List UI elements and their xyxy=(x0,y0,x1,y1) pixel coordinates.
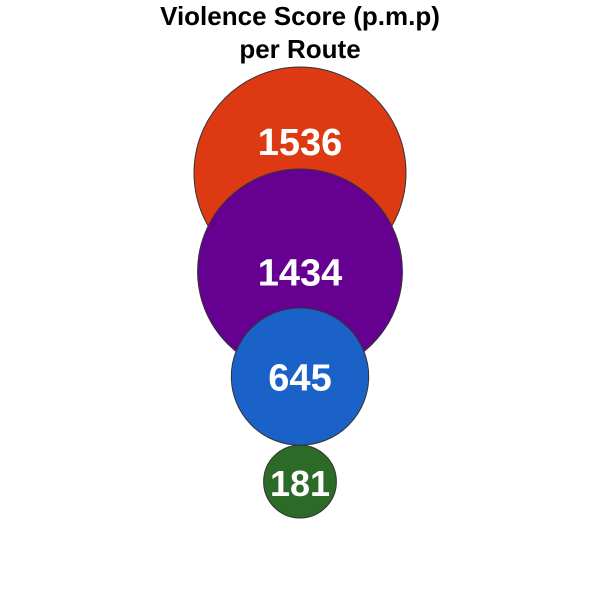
chart-title: Violence Score (p.m.p) per Route xyxy=(0,0,600,66)
bubble-label-645: 645 xyxy=(268,358,331,400)
chart-title-line-2: per Route xyxy=(239,34,361,64)
bubble-181 xyxy=(263,444,337,519)
chart-title-line-1: Violence Score (p.m.p) xyxy=(160,1,440,31)
bubble-label-1536: 1536 xyxy=(258,122,343,164)
bubble-label-181: 181 xyxy=(270,463,330,504)
bubble-label-1434: 1434 xyxy=(258,252,343,294)
